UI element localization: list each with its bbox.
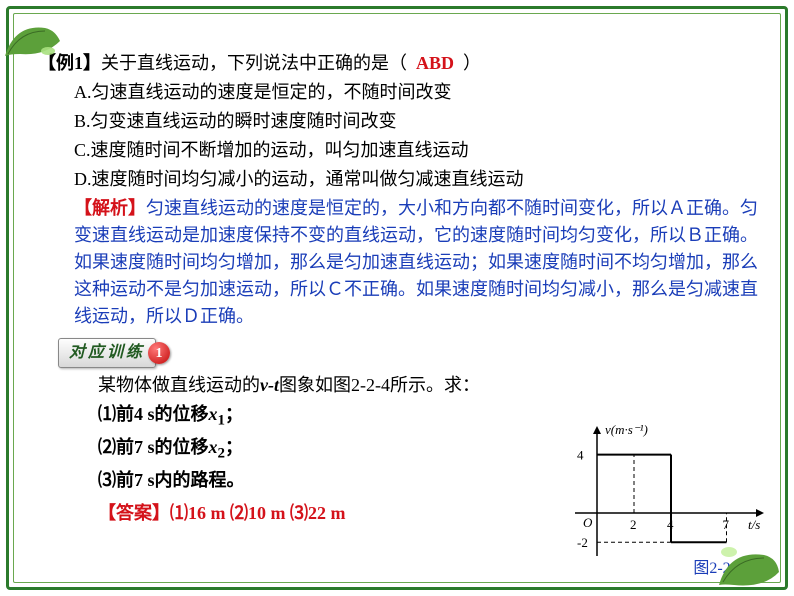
svg-text:4: 4 xyxy=(577,448,584,463)
analysis-text: 匀速直线运动的速度是恒定的，大小和方向都不随时间变化，所以Ａ正确。匀变速直线运动… xyxy=(74,198,758,326)
vt-symbol: v-t xyxy=(260,375,279,395)
option-d: D.速度随时间均匀减小的运动，通常叫做匀减速直线运动 xyxy=(74,166,766,193)
svg-text:v(m·s⁻¹): v(m·s⁻¹) xyxy=(605,422,648,437)
practice-badge-row: 对应训练 1 xyxy=(58,338,766,368)
leaf-decoration-top xyxy=(0,16,65,61)
analysis-block: 【解析】匀速直线运动的速度是恒定的，大小和方向都不随时间变化，所以Ａ正确。匀变速… xyxy=(74,195,766,330)
option-c: C.速度随时间不断增加的运动，叫匀加速直线运动 xyxy=(74,137,766,164)
example-stem: 【例1】关于直线运动，下列说法中正确的是（ ABD ） xyxy=(38,50,766,77)
leaf-decoration-bottom xyxy=(709,540,784,592)
svg-text:O: O xyxy=(583,515,593,530)
option-b: B.匀变速直线运动的瞬时速度随时间改变 xyxy=(74,108,766,135)
example-answer: ABD xyxy=(416,53,454,73)
practice-badge: 对应训练 xyxy=(58,338,156,368)
problem-stem: 某物体做直线运动的v-t图象如图2-2-4所示。求： xyxy=(98,372,766,399)
analysis-label: 【解析】 xyxy=(74,198,146,218)
svg-text:2: 2 xyxy=(630,517,637,532)
svg-text:t/s: t/s xyxy=(748,517,760,532)
practice-number: 1 xyxy=(148,342,170,364)
answer-label: 【答案】 xyxy=(98,503,170,523)
answer-text: ⑴16 m ⑵10 m ⑶22 m xyxy=(170,503,345,523)
svg-text:-2: -2 xyxy=(577,535,588,550)
option-a: A.匀速直线运动的速度是恒定的，不随时间改变 xyxy=(74,79,766,106)
